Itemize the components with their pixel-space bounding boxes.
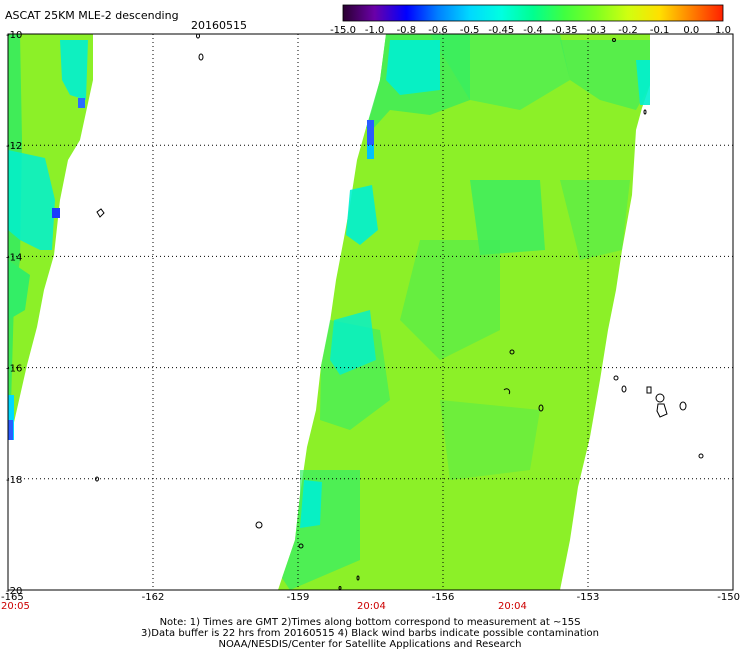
colorbar-gradient bbox=[342, 4, 724, 22]
colorbar-label: -0.3 bbox=[587, 25, 607, 36]
y-tick-label: -12 bbox=[6, 141, 22, 152]
colorbar-label: -0.4 bbox=[523, 25, 543, 36]
y-tick-label: -16 bbox=[6, 364, 22, 375]
y-tick-label: -10 bbox=[6, 30, 22, 41]
x-tick-label: -165 bbox=[1, 592, 24, 603]
colorbar-label: -0.8 bbox=[397, 25, 417, 36]
note-line-3: NOAA/NESDIS/Center for Satellite Applica… bbox=[218, 639, 522, 650]
map-title: ASCAT 25KM MLE-2 descending bbox=[5, 9, 179, 22]
y-tick-label: -20 bbox=[6, 586, 22, 597]
colorbar-label: -0.35 bbox=[552, 25, 578, 36]
colorbar-label: -0.2 bbox=[618, 25, 638, 36]
colorbar-label: -1.0 bbox=[365, 25, 385, 36]
map-date: 20160515 bbox=[191, 19, 247, 32]
islands bbox=[95, 33, 704, 590]
y-tick-label: -14 bbox=[6, 252, 22, 263]
y-tick-label: -18 bbox=[6, 475, 22, 486]
plot-frame bbox=[7, 33, 734, 591]
plot-area bbox=[7, 33, 734, 591]
swath-left bbox=[8, 34, 93, 440]
x-tick-label: -159 bbox=[287, 592, 310, 603]
grid-lines bbox=[8, 34, 733, 590]
colorbar-label: 0.0 bbox=[683, 25, 699, 36]
time-label-center: 20:04 bbox=[357, 601, 386, 612]
y-axis-labels: -10 -12 -14 -16 -18 -20 bbox=[6, 30, 22, 597]
time-label-right: 20:04 bbox=[498, 601, 527, 612]
colorbar-label: -15.0 bbox=[330, 25, 356, 36]
swath-main bbox=[278, 34, 650, 590]
time-label-left: 20:05 bbox=[1, 601, 30, 612]
x-tick-label: -162 bbox=[142, 592, 165, 603]
x-tick-label: -150 bbox=[717, 592, 740, 603]
colorbar-label: 1.0 bbox=[715, 25, 731, 36]
colorbar-label: -0.1 bbox=[650, 25, 670, 36]
colorbar-label: -0.5 bbox=[460, 25, 480, 36]
colorbar-label: -0.6 bbox=[428, 25, 448, 36]
colorbar-label: -0.45 bbox=[488, 25, 514, 36]
note-line-2: 3)Data buffer is 22 hrs from 20160515 4)… bbox=[141, 628, 599, 639]
x-axis-labels: -165 -162 -159 -156 -153 -150 bbox=[1, 592, 740, 603]
note-line-1: Note: 1) Times are GMT 2)Times along bot… bbox=[159, 617, 581, 628]
x-tick-label: -156 bbox=[432, 592, 455, 603]
x-tick-label: -153 bbox=[577, 592, 600, 603]
colorbar: -15.0 -1.0 -0.8 -0.6 -0.5 -0.45 -0.4 -0.35 -0.3-… bbox=[330, 4, 731, 36]
